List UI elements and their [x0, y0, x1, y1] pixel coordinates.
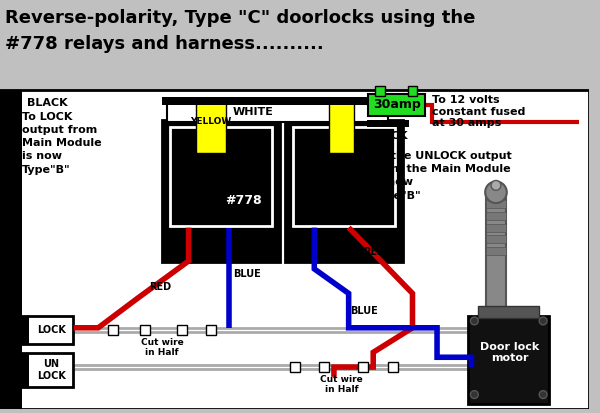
Bar: [22, 354, 29, 387]
Bar: [206, 325, 216, 335]
Circle shape: [485, 181, 507, 203]
Bar: [407, 86, 418, 96]
Text: Door lock
motor: Door lock motor: [480, 342, 539, 363]
Circle shape: [470, 391, 478, 399]
Text: To 12 volts
constant fused
at 30 amps: To 12 volts constant fused at 30 amps: [432, 95, 526, 128]
Bar: [486, 200, 506, 208]
Bar: [196, 102, 226, 153]
Text: Reverse-polarity, Type "C" doorlocks using the: Reverse-polarity, Type "C" doorlocks usi…: [5, 9, 475, 26]
Text: BLACK: BLACK: [367, 131, 408, 141]
Bar: [170, 128, 272, 225]
Text: BLACK: BLACK: [28, 98, 68, 108]
Bar: [290, 362, 299, 372]
Bar: [108, 325, 118, 335]
Text: Cut wire
in Half: Cut wire in Half: [320, 375, 363, 394]
Text: LOCK: LOCK: [37, 325, 65, 335]
Bar: [486, 235, 506, 243]
Bar: [486, 195, 506, 323]
Bar: [0, 90, 589, 409]
Bar: [0, 90, 22, 409]
Bar: [329, 102, 353, 153]
Circle shape: [539, 317, 547, 325]
Bar: [162, 120, 280, 262]
Bar: [140, 325, 150, 335]
Bar: [22, 354, 73, 387]
Bar: [469, 316, 549, 404]
Text: To the UNLOCK output
from the Main Module
is now
Type"B": To the UNLOCK output from the Main Modul…: [373, 151, 512, 201]
Text: BLUE: BLUE: [233, 269, 260, 279]
Bar: [22, 316, 29, 344]
Circle shape: [539, 391, 547, 399]
Bar: [162, 97, 407, 105]
Text: RED: RED: [364, 247, 386, 257]
Text: YELLOW: YELLOW: [191, 117, 232, 126]
Bar: [486, 224, 506, 232]
Bar: [167, 102, 388, 121]
Bar: [319, 362, 329, 372]
Circle shape: [491, 180, 501, 190]
Bar: [293, 128, 395, 225]
Circle shape: [470, 317, 478, 325]
Bar: [368, 94, 425, 116]
Bar: [367, 120, 409, 128]
Bar: [358, 362, 368, 372]
Bar: [478, 306, 539, 318]
Bar: [22, 316, 73, 344]
Bar: [177, 325, 187, 335]
Text: UN
LOCK: UN LOCK: [37, 359, 65, 381]
Text: 30amp: 30amp: [373, 98, 421, 112]
Text: WHITE: WHITE: [233, 107, 274, 117]
Text: BLUE: BLUE: [350, 306, 379, 316]
Text: #778: #778: [225, 194, 262, 206]
Bar: [486, 247, 506, 255]
Text: #778 relays and harness..........: #778 relays and harness..........: [5, 35, 323, 53]
Text: To LOCK
output from
Main Module
is now
Type"B": To LOCK output from Main Module is now T…: [22, 112, 101, 175]
Bar: [375, 86, 385, 96]
Text: Cut wire
in Half: Cut wire in Half: [140, 337, 184, 357]
Bar: [388, 362, 398, 372]
Bar: [285, 120, 403, 262]
Text: RED: RED: [149, 282, 172, 292]
Bar: [486, 212, 506, 220]
